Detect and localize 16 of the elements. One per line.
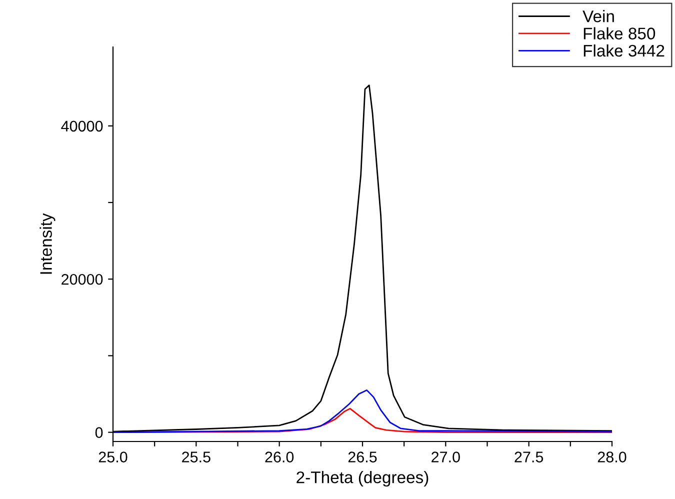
y-axis-title: Intensity: [40, 213, 56, 274]
legend-label: Vein: [582, 10, 614, 22]
y-tick-label: 40000: [61, 120, 103, 132]
x-tick-label: 26.0: [265, 452, 294, 462]
x-tick-label: 26.5: [348, 452, 377, 462]
x-tick-label: 25.5: [182, 452, 210, 462]
x-tick-label: 28.0: [598, 452, 626, 462]
line-series: [113, 389, 612, 434]
x-tick-label: 25.0: [98, 452, 128, 462]
x-tick-label: 27.5: [514, 452, 544, 462]
y-tick-label: 20000: [62, 274, 103, 285]
y-tick-label: 0: [95, 427, 103, 438]
legend-label: Flake 850: [584, 27, 656, 40]
x-tick-label: 27.0: [432, 452, 460, 462]
legend-label: Flake 3442: [584, 44, 664, 57]
x-axis-title: 2-Theta (degrees): [296, 471, 428, 487]
